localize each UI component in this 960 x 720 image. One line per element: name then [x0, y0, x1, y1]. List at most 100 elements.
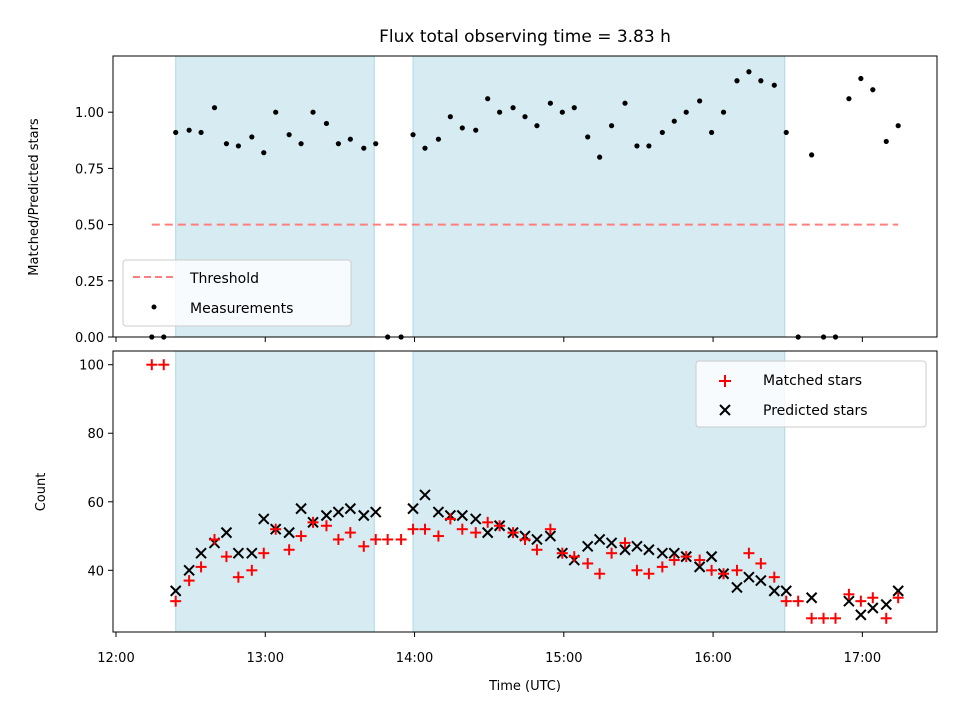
predicted-stars-point: [843, 595, 855, 607]
matched-stars-point: [246, 564, 258, 576]
measurement-point: [422, 145, 428, 151]
matched-stars-point: [606, 547, 618, 559]
measurement-point: [323, 120, 330, 127]
matched-stars-point: [344, 527, 356, 539]
matched-stars-point: [170, 595, 182, 607]
matched-stars-point: [594, 568, 606, 580]
predicted-stars-mark: [169, 585, 182, 597]
measurement-point: [186, 127, 192, 133]
bottom-panel-frame: [112, 350, 938, 633]
matched-stars-point: [544, 523, 556, 535]
predicted-stars-point: [805, 592, 818, 604]
matched-stars-point: [855, 595, 867, 607]
matched-stars-point: [892, 592, 904, 604]
predicted-stars-point: [768, 585, 780, 597]
measurement-point: [522, 114, 528, 120]
predicted-stars-point: [892, 585, 904, 597]
measurement-point: [335, 141, 342, 147]
measurement-point: [846, 96, 852, 102]
measurement-point: [410, 132, 416, 138]
top-panel: 0.00 0.25 0.50 0.75 1.00 Flux total observin…: [27, 27, 938, 346]
predicted-stars-point: [867, 602, 879, 614]
predicted-stars-mark: [593, 533, 606, 546]
legend-measurements-label: Measurements: [190, 301, 293, 317]
predicted-stars-mark: [332, 506, 345, 518]
bottom-y-tick-label: 60: [87, 496, 104, 511]
matched-stars-point: [232, 571, 244, 583]
predicted-stars-point: [656, 547, 669, 559]
predicted-stars-mark: [867, 602, 879, 614]
shaded-interval: [175, 351, 375, 632]
predicted-stars-mark: [283, 526, 295, 539]
matched-stars-point: [806, 612, 818, 624]
predicted-stars-mark: [295, 502, 307, 515]
predicted-stars-mark: [456, 509, 469, 522]
measurement-point: [198, 129, 204, 136]
measurement-point: [273, 109, 279, 115]
matched-stars-point: [867, 592, 879, 604]
measurement-point: [347, 136, 353, 142]
matched-stars-point: [482, 516, 494, 528]
shaded-interval: [413, 56, 785, 337]
legend-predicted-label: Predicted stars: [763, 403, 868, 419]
matched-stars-point: [743, 547, 755, 559]
predicted-stars-point: [743, 571, 755, 583]
top-y-axis-label: Matched/Predicted stars: [27, 118, 42, 276]
measurement-point: [473, 127, 479, 133]
measurement-point: [298, 141, 304, 147]
measurement-point: [571, 105, 577, 111]
predicted-stars-point: [643, 544, 655, 556]
measurement-point: [559, 109, 565, 115]
bottom-y-tick-label: 40: [87, 564, 104, 579]
legend-matched-label: Matched stars: [763, 373, 862, 389]
predicted-stars-mark: [581, 540, 594, 553]
measurement-point: [447, 114, 453, 120]
measurement-point: [783, 129, 789, 136]
predicted-stars-mark: [246, 547, 258, 559]
predicted-stars-point: [605, 537, 618, 549]
measurement-point: [597, 154, 603, 160]
predicted-stars-point: [358, 509, 370, 522]
measurement-point: [622, 100, 628, 106]
matched-stars-point: [656, 561, 668, 573]
predicted-stars-mark: [619, 544, 631, 556]
predicted-stars-point: [283, 526, 295, 539]
predicted-stars-point: [755, 574, 767, 587]
measurement-point: [634, 143, 640, 149]
matched-stars-point: [706, 564, 718, 576]
matched-stars-point: [444, 513, 456, 525]
predicted-stars-point: [581, 540, 594, 553]
chart-title: Flux total observing time = 3.83 h: [379, 27, 671, 47]
matched-stars-point: [531, 544, 543, 556]
predicted-stars-point: [169, 585, 182, 597]
matched-stars-point: [519, 533, 531, 545]
matched-stars-point: [220, 551, 232, 563]
predicted-stars-mark: [481, 526, 494, 539]
matched-stars-point: [158, 359, 170, 371]
predicted-stars-point: [470, 513, 482, 525]
top-panel-frame: [112, 55, 938, 338]
top-legend: Threshold Measurements: [122, 259, 352, 327]
matched-stars-point: [818, 612, 830, 624]
predicted-stars-mark: [805, 592, 818, 604]
predicted-stars-mark: [370, 506, 382, 518]
measurement-point: [734, 78, 740, 84]
x-tick-label: 17:00: [844, 651, 881, 666]
matched-stars-point: [507, 527, 519, 539]
measurement-point: [459, 125, 465, 131]
matched-stars-point: [718, 568, 730, 580]
predicted-stars-point: [619, 544, 631, 556]
measurement-point: [173, 129, 179, 136]
matched-stars-point: [668, 554, 680, 566]
legend-measurements-swatch: [151, 304, 157, 310]
bottom-legend: Matched stars Predicted stars: [695, 360, 927, 428]
predicted-stars-point: [332, 506, 345, 518]
predicted-stars-mark: [843, 595, 855, 607]
predicted-stars-mark: [407, 502, 419, 515]
matched-stars-point: [307, 516, 319, 528]
predicted-stars-mark: [320, 509, 333, 522]
predicted-stars-mark: [643, 544, 655, 556]
predicted-stars-mark: [743, 571, 755, 583]
x-tick-label: 15:00: [545, 651, 582, 666]
